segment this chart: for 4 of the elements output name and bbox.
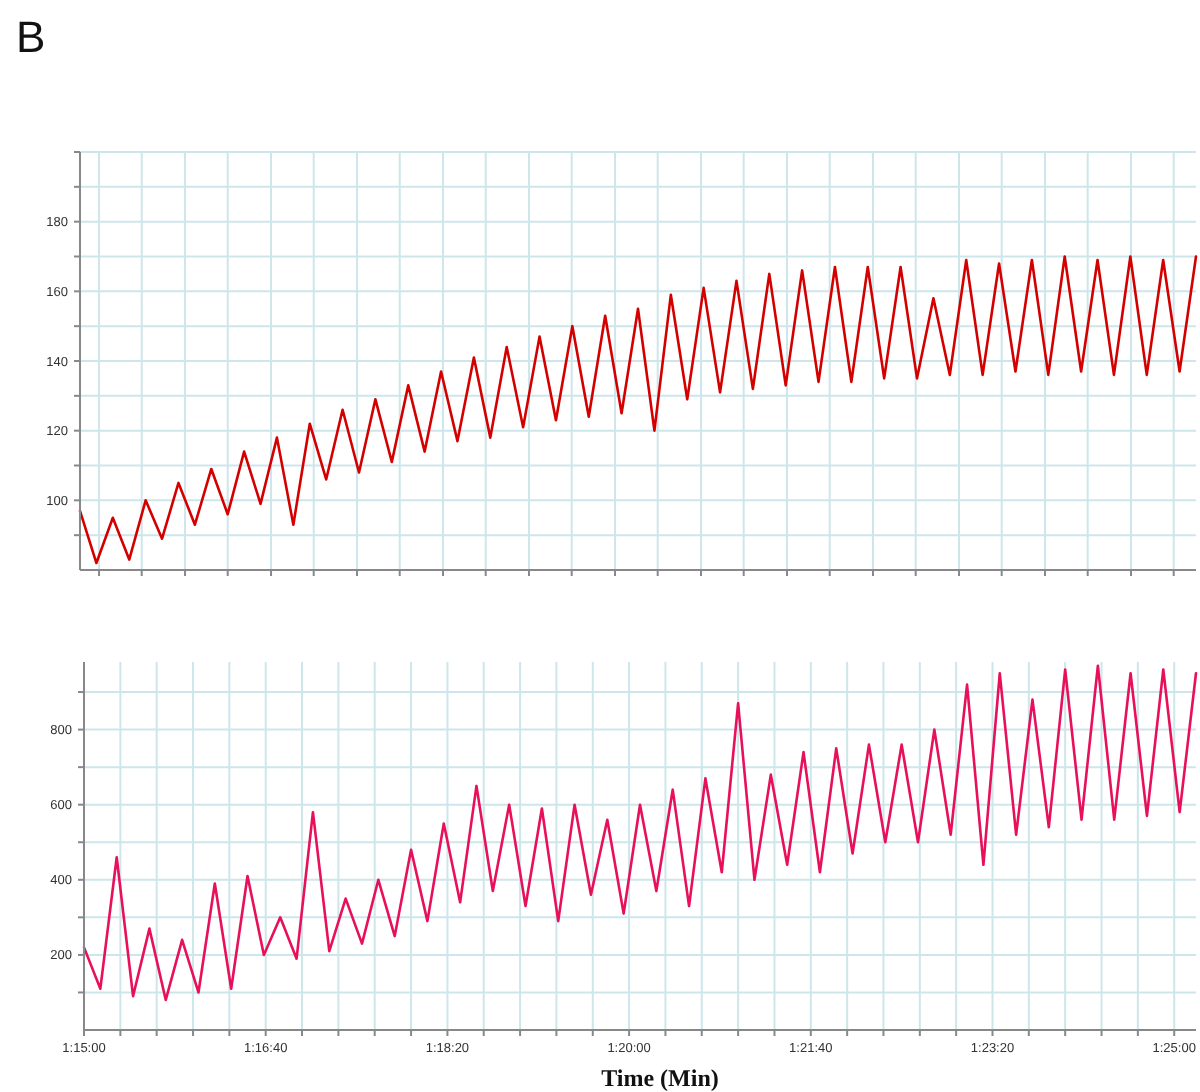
chart-title: B [16,12,46,62]
line-series [82,664,1198,1002]
x-axis-title: Time (Min) [601,1064,719,1092]
line-series [78,255,1198,565]
